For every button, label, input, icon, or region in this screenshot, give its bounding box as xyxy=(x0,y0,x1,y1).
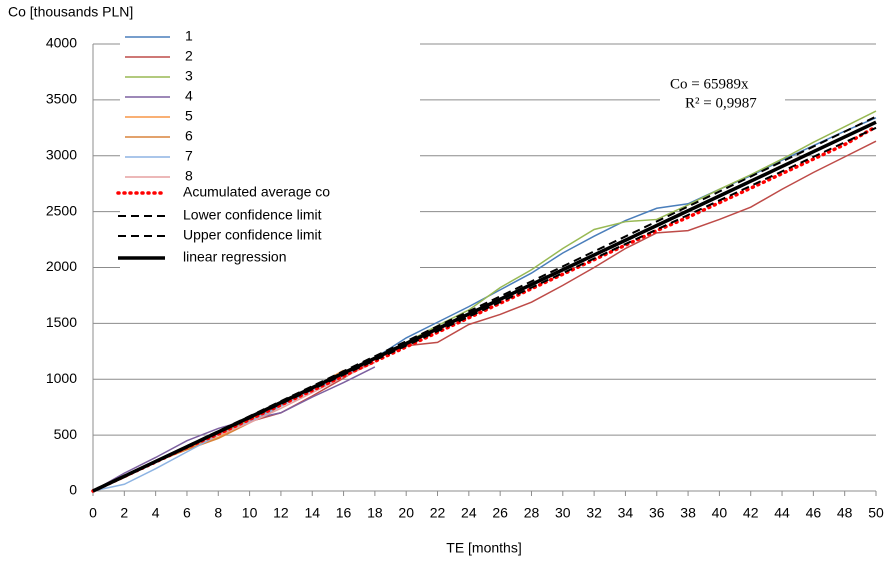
legend-item: 5 xyxy=(125,108,193,124)
y-tick-label: 1000 xyxy=(46,370,77,386)
annotation: R² = 0,9987 xyxy=(685,95,757,111)
x-tick-label: 22 xyxy=(430,505,446,521)
x-tick-label: 46 xyxy=(806,505,822,521)
legend-label: 7 xyxy=(185,148,193,164)
x-tick-label: 20 xyxy=(398,505,414,521)
y-tick-label: 2000 xyxy=(46,258,77,274)
series-line xyxy=(92,120,877,493)
legend-item: 1 xyxy=(125,28,193,44)
x-tick-label: 8 xyxy=(214,505,222,521)
annotation-box xyxy=(660,72,785,114)
legend-item: Upper confidence limit xyxy=(118,227,322,243)
legend-label: 5 xyxy=(185,108,193,124)
legend-item: linear regression xyxy=(118,249,287,265)
legend-item: 8 xyxy=(125,168,193,184)
y-tick-label: 500 xyxy=(54,426,78,442)
x-tick-label: 50 xyxy=(868,505,884,521)
y-tick-label: 1500 xyxy=(46,314,77,330)
annotation: Co = 65989x xyxy=(670,76,749,92)
x-tick-label: 18 xyxy=(367,505,383,521)
x-tick-label: 10 xyxy=(242,505,258,521)
x-tick-label: 32 xyxy=(586,505,602,521)
x-tick-label: 44 xyxy=(774,505,790,521)
legend-label: Acumulated average co xyxy=(183,184,330,200)
x-tick-label: 34 xyxy=(618,505,634,521)
x-tick-label: 36 xyxy=(649,505,665,521)
x-axis-label: TE [months] xyxy=(446,540,521,556)
legend-label: 4 xyxy=(185,88,193,104)
legend-item: 4 xyxy=(125,88,193,104)
x-tick-label: 42 xyxy=(743,505,759,521)
legend-item: Acumulated average co xyxy=(116,184,330,200)
x-tick-label: 12 xyxy=(273,505,289,521)
legend-label: 6 xyxy=(185,128,193,144)
x-tick-label: 4 xyxy=(152,505,160,521)
legend-box xyxy=(120,28,420,268)
x-tick-label: 26 xyxy=(492,505,508,521)
x-tick-label: 30 xyxy=(555,505,571,521)
legend-item: 2 xyxy=(125,48,193,64)
y-tick-label: 3000 xyxy=(46,146,77,162)
legend-item: Lower confidence limit xyxy=(118,207,322,223)
legend-label: 2 xyxy=(185,48,193,64)
x-tick-label: 48 xyxy=(837,505,853,521)
series-line xyxy=(91,124,878,493)
x-tick-label: 40 xyxy=(712,505,728,521)
legend-label: Upper confidence limit xyxy=(183,227,322,243)
x-tick-label: 6 xyxy=(183,505,191,521)
x-tick-label: 2 xyxy=(120,505,128,521)
legend-label: Lower confidence limit xyxy=(183,207,322,223)
y-tick-label: 2500 xyxy=(46,202,77,218)
x-tick-label: 28 xyxy=(524,505,540,521)
x-tick-label: 24 xyxy=(461,505,477,521)
x-tick-label: 16 xyxy=(336,505,352,521)
legend-label: 8 xyxy=(185,168,193,184)
legend-label: 3 xyxy=(185,68,193,84)
x-tick-label: 14 xyxy=(304,505,320,521)
legend-item: 6 xyxy=(125,128,193,144)
legend-item: 3 xyxy=(125,68,193,84)
legend-label: 1 xyxy=(185,28,193,44)
x-tick-label: 38 xyxy=(680,505,696,521)
x-tick-label: 0 xyxy=(89,505,97,521)
y-tick-label: 0 xyxy=(69,482,77,498)
legend-item: 7 xyxy=(125,148,193,164)
y-tick-label: 4000 xyxy=(46,35,77,51)
legend-label: linear regression xyxy=(183,249,287,265)
y-tick-label: 3500 xyxy=(46,91,77,107)
y-axis-label: Co [thousands PLN] xyxy=(8,4,133,20)
